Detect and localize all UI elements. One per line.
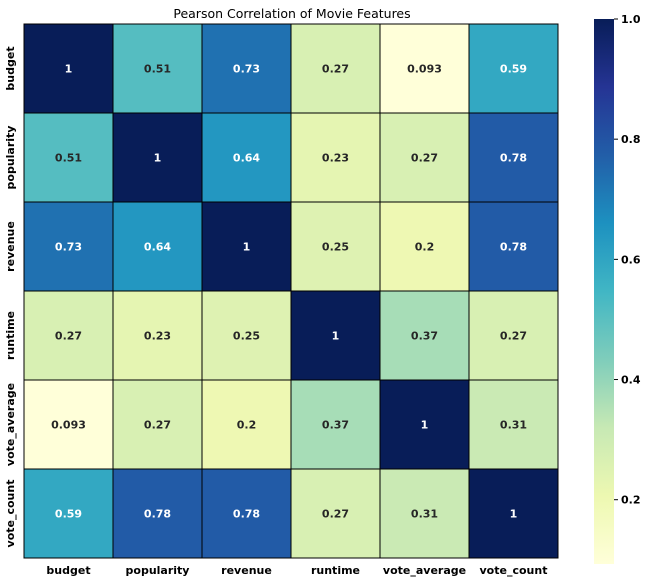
- colorbar-tick-label: 0.8: [621, 133, 641, 146]
- heatmap-cell: [112, 112, 203, 203]
- heatmap-cell: [468, 379, 559, 470]
- colorbar-tick-label: 1.0: [621, 13, 641, 26]
- heatmap-cell: [201, 290, 292, 381]
- heatmap-cell: [112, 201, 203, 292]
- heatmap-cell-label: 0.27: [55, 330, 82, 343]
- heatmap-cell-label: 0.27: [144, 419, 171, 432]
- x-tick-label: vote_count: [480, 564, 548, 577]
- chart-title: Pearson Correlation of Movie Features: [173, 6, 410, 21]
- y-tick-label: popularity: [4, 126, 17, 190]
- heatmap-cell: [290, 112, 381, 203]
- heatmap-cell: [468, 112, 559, 203]
- y-axis-tick-labels: budget popularity revenue runtime vote_avera…: [4, 46, 17, 547]
- heatmap-cell: [23, 201, 114, 292]
- heatmap-cell: [201, 23, 292, 114]
- heatmap-cell-label: 0.78: [144, 508, 171, 521]
- heatmap-cell: [379, 201, 470, 292]
- heatmap-cell-label: 0.27: [500, 330, 527, 343]
- heatmap-cell-label: 1: [421, 419, 429, 432]
- heatmap-cell-label: 0.64: [144, 241, 171, 254]
- heatmap-cell-label: 0.51: [55, 152, 82, 165]
- heatmap-cell-label: 0.093: [51, 419, 86, 432]
- colorbar-tick-label: 0.6: [621, 253, 641, 266]
- heatmap-cell-label: 0.51: [144, 63, 171, 76]
- heatmap-cell-label: 0.27: [322, 63, 349, 76]
- heatmap-cell: [468, 468, 559, 559]
- heatmap-cell: [379, 379, 470, 470]
- heatmap-cell-labels: 1 0.51 0.73 0.27 0.093 0.59 0.51 1 0.64 0.23 0.27 0…: [51, 63, 527, 521]
- heatmap-cell-label: 0.64: [233, 152, 260, 165]
- y-tick-label: runtime: [4, 311, 17, 360]
- heatmap-cell: [290, 201, 381, 292]
- heatmap-cell-label: 0.78: [500, 241, 527, 254]
- heatmap-cell-label: 0.73: [55, 241, 82, 254]
- heatmap-cell: [468, 23, 559, 114]
- heatmap-cell-label: 1: [510, 508, 518, 521]
- heatmap-cell: [290, 290, 381, 381]
- heatmap-cell-label: 0.78: [233, 508, 260, 521]
- heatmap-cell-label: 0.59: [500, 63, 527, 76]
- heatmap-cell: [23, 23, 114, 114]
- heatmap-cell: [290, 468, 381, 559]
- heatmap-cell-label: 0.25: [233, 330, 260, 343]
- heatmap-cell-label: 0.23: [144, 330, 171, 343]
- y-tick-label: budget: [4, 46, 17, 90]
- heatmap-cell-label: 0.31: [500, 419, 527, 432]
- heatmap-cell: [23, 379, 114, 470]
- heatmap-cell-label: 0.093: [407, 63, 442, 76]
- colorbar-tick-label: 0.4: [621, 374, 641, 387]
- heatmap-cell: [379, 468, 470, 559]
- heatmap-cell: [468, 201, 559, 292]
- x-tick-label: runtime: [311, 564, 360, 577]
- y-tick-label: vote_average: [4, 383, 17, 466]
- colorbar-tick-labels: 0.2 0.4 0.6 0.8 1.0: [614, 13, 641, 507]
- heatmap-cell-label: 0.59: [55, 508, 82, 521]
- colorbar-tick-label: 0.2: [621, 494, 641, 507]
- heatmap-cell-label: 0.27: [322, 508, 349, 521]
- heatmap-cells: [23, 23, 559, 559]
- heatmap-cell: [112, 23, 203, 114]
- heatmap-cell: [290, 379, 381, 470]
- x-tick-label: budget: [46, 564, 90, 577]
- heatmap-cell-label: 0.27: [411, 152, 438, 165]
- heatmap-cell-label: 0.78: [500, 152, 527, 165]
- heatmap-cell: [201, 379, 292, 470]
- heatmap-cell: [290, 23, 381, 114]
- heatmap-cell: [379, 290, 470, 381]
- x-tick-label: vote_average: [383, 564, 466, 577]
- heatmap-cell-label: 1: [154, 152, 162, 165]
- heatmap-cell: [379, 23, 470, 114]
- heatmap-cell-label: 1: [65, 63, 73, 76]
- heatmap-cell-label: 1: [243, 241, 251, 254]
- heatmap-cell-label: 0.23: [322, 152, 349, 165]
- heatmap-cell-label: 0.37: [411, 330, 438, 343]
- heatmap-cell-label: 0.73: [233, 63, 260, 76]
- heatmap-cell: [112, 290, 203, 381]
- colorbar: [594, 19, 614, 564]
- y-tick-label: vote_count: [4, 480, 17, 548]
- heatmap-cell-label: 0.25: [322, 241, 349, 254]
- heatmap-cell: [23, 290, 114, 381]
- heatmap-cell: [23, 468, 114, 559]
- heatmap-cell-label: 0.2: [237, 419, 257, 432]
- x-axis-tick-labels: budget popularity revenue runtime vote_avera…: [46, 564, 547, 577]
- heatmap-cell-label: 0.37: [322, 419, 349, 432]
- heatmap-cell-label: 0.2: [415, 241, 435, 254]
- y-tick-label: revenue: [4, 221, 17, 272]
- heatmap-cell-label: 1: [332, 330, 340, 343]
- x-tick-label: popularity: [126, 564, 190, 577]
- heatmap-cell: [468, 290, 559, 381]
- heatmap-cell: [201, 201, 292, 292]
- heatmap-cell-label: 0.31: [411, 508, 438, 521]
- x-tick-label: revenue: [221, 564, 272, 577]
